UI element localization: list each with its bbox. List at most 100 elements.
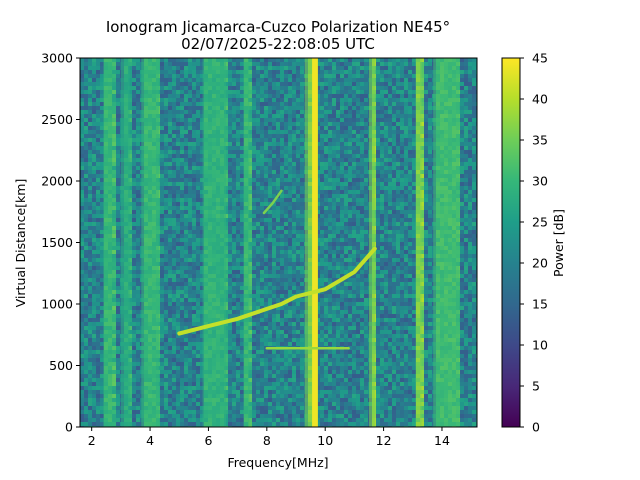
noise-cell [424, 70, 428, 74]
noise-cell [200, 234, 204, 238]
noise-cell [184, 242, 188, 246]
noise-cell [412, 138, 416, 142]
noise-cell [116, 242, 120, 246]
noise-cell [168, 218, 172, 222]
noise-cell [132, 78, 136, 82]
noise-cell [320, 62, 324, 66]
noise-cell [272, 254, 276, 258]
noise-cell [116, 82, 120, 86]
noise-cell [112, 74, 116, 78]
noise-cell [376, 254, 380, 258]
noise-cell [236, 122, 240, 126]
noise-cell [464, 70, 468, 74]
noise-cell [396, 110, 400, 114]
noise-cell [328, 114, 332, 118]
noise-cell [376, 138, 380, 142]
noise-cell [196, 238, 200, 242]
noise-cell [180, 146, 184, 150]
noise-cell [376, 122, 380, 126]
noise-cell [260, 194, 264, 198]
noise-cell [384, 214, 388, 218]
noise-cell [224, 182, 228, 186]
noise-cell [388, 210, 392, 214]
noise-cell [84, 238, 88, 242]
noise-cell [116, 134, 120, 138]
noise-cell [288, 178, 292, 182]
noise-cell [168, 234, 172, 238]
noise-cell [384, 138, 388, 142]
noise-cell [428, 142, 432, 146]
noise-cell [128, 246, 132, 250]
noise-cell [116, 210, 120, 214]
noise-cell [396, 238, 400, 242]
noise-cell [296, 114, 300, 118]
noise-cell [404, 190, 408, 194]
noise-cell [296, 222, 300, 226]
noise-cell [468, 62, 472, 66]
noise-cell [172, 62, 176, 66]
noise-cell [256, 238, 260, 242]
noise-cell [396, 106, 400, 110]
noise-cell [176, 66, 180, 70]
noise-cell [460, 178, 464, 182]
noise-cell [408, 170, 412, 174]
noise-cell [392, 182, 396, 186]
noise-cell [280, 66, 284, 70]
noise-cell [292, 162, 296, 166]
noise-cell [464, 150, 468, 154]
noise-cell [116, 74, 120, 78]
noise-cell [428, 62, 432, 66]
noise-cell [160, 118, 164, 122]
noise-cell [352, 166, 356, 170]
noise-cell [128, 74, 132, 78]
noise-cell [464, 198, 468, 202]
noise-cell [248, 246, 252, 250]
noise-cell [468, 190, 472, 194]
noise-cell [336, 86, 340, 90]
noise-cell [176, 106, 180, 110]
noise-cell [176, 122, 180, 126]
noise-cell [240, 198, 244, 202]
noise-cell [92, 78, 96, 82]
noise-cell [396, 126, 400, 130]
noise-cell [320, 254, 324, 258]
noise-cell [100, 170, 104, 174]
noise-cell [276, 86, 280, 90]
noise-cell [88, 174, 92, 178]
noise-cell [88, 254, 92, 258]
noise-cell [360, 90, 364, 94]
noise-cell [420, 226, 424, 230]
noise-cell [376, 182, 380, 186]
noise-cell [420, 178, 424, 182]
noise-cell [252, 62, 256, 66]
noise-cell [284, 178, 288, 182]
noise-cell [332, 62, 336, 66]
noise-cell [296, 194, 300, 198]
noise-cell [188, 130, 192, 134]
noise-cell [340, 198, 344, 202]
noise-cell [348, 210, 352, 214]
noise-cell [332, 166, 336, 170]
noise-cell [132, 202, 136, 206]
noise-cell [328, 110, 332, 114]
noise-cell [380, 82, 384, 86]
noise-cell [192, 234, 196, 238]
noise-cell [268, 130, 272, 134]
noise-cell [236, 142, 240, 146]
noise-cell [268, 186, 272, 190]
noise-cell [364, 150, 368, 154]
noise-cell [172, 210, 176, 214]
noise-cell [116, 226, 120, 230]
noise-cell [376, 210, 380, 214]
noise-cell [224, 90, 228, 94]
noise-cell [256, 98, 260, 102]
noise-cell [280, 126, 284, 130]
noise-cell [412, 114, 416, 118]
noise-cell [80, 194, 84, 198]
noise-cell [180, 102, 184, 106]
noise-cell [200, 106, 204, 110]
noise-cell [184, 70, 188, 74]
noise-cell [348, 230, 352, 234]
noise-cell [460, 206, 464, 210]
noise-cell [280, 186, 284, 190]
